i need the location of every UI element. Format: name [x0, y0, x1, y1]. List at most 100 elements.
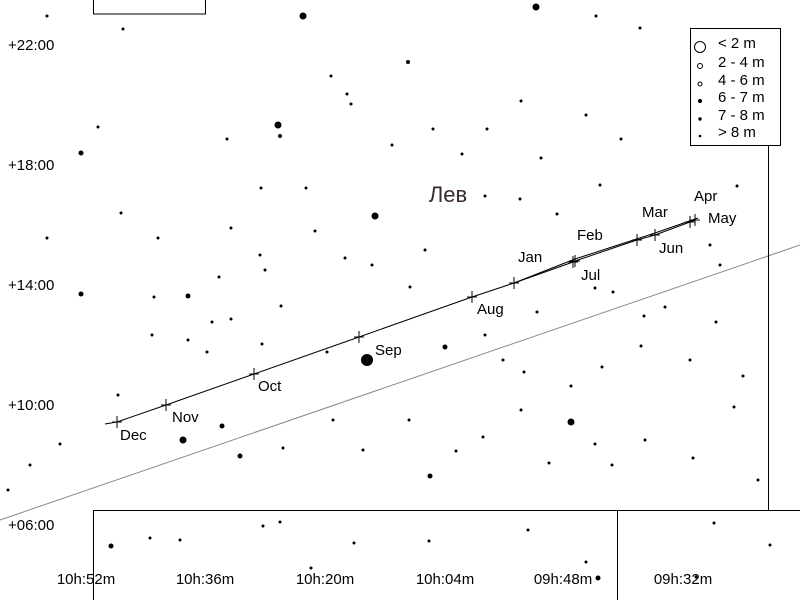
constellation-name: Лев [429, 182, 467, 207]
star [584, 113, 588, 117]
star [108, 543, 114, 549]
star [483, 333, 487, 337]
star [78, 291, 84, 297]
star [259, 186, 263, 190]
star [45, 14, 49, 18]
path-label: Jan [518, 249, 542, 266]
star [225, 137, 229, 141]
path-label: Jun [659, 240, 683, 257]
ecliptic [0, 244, 800, 521]
path-label: Nov [172, 409, 199, 426]
star [78, 150, 84, 156]
star [219, 423, 225, 429]
path-tick [650, 229, 660, 241]
path-tick [161, 399, 171, 411]
star [714, 320, 718, 324]
star [611, 290, 615, 294]
dec-tick-label: +10:00 [8, 397, 54, 414]
star [688, 358, 692, 362]
star [119, 211, 123, 215]
path-label: Apr [694, 188, 717, 205]
star [691, 456, 695, 460]
star [718, 263, 722, 267]
star [6, 488, 10, 492]
dec-tick-label: +14:00 [8, 277, 54, 294]
star [598, 183, 602, 187]
legend-label: 6 - 7 m [718, 89, 765, 106]
star [370, 263, 374, 267]
star [522, 370, 526, 374]
star [519, 408, 523, 412]
star [361, 354, 373, 366]
dec-tick-label: +22:00 [8, 37, 54, 54]
star [178, 538, 182, 542]
ra-tick-label: 10h:52m [57, 571, 115, 588]
star [407, 418, 411, 422]
star [260, 342, 264, 346]
star [584, 560, 588, 564]
path-label: Feb [577, 227, 603, 244]
path-label: Sep [375, 342, 402, 359]
star [28, 463, 32, 467]
star [156, 236, 160, 240]
frame-bottom [93, 510, 800, 600]
star [485, 127, 489, 131]
star [258, 253, 262, 257]
path-tick [467, 291, 477, 303]
star [390, 143, 394, 147]
path-tick [632, 234, 642, 246]
star [732, 405, 736, 409]
star [261, 524, 265, 528]
path-label: Oct [258, 378, 282, 395]
star [539, 156, 543, 160]
star [185, 293, 191, 299]
star [708, 243, 712, 247]
ra-tick-label: 09h:48m [534, 571, 592, 588]
star [741, 374, 745, 378]
star [643, 438, 647, 442]
path-tick [249, 368, 259, 380]
path-tick [509, 277, 519, 289]
star [96, 125, 100, 129]
star [217, 275, 221, 279]
path-tick [568, 256, 578, 268]
legend-label: 4 - 6 m [718, 72, 765, 89]
path-tick [685, 216, 695, 228]
star [229, 226, 233, 230]
star [454, 449, 458, 453]
star [329, 74, 333, 78]
star [593, 442, 597, 446]
legend-symbol [698, 134, 702, 138]
star [442, 344, 448, 350]
star [58, 442, 62, 446]
star [642, 314, 646, 318]
ra-tick-label: 10h:20m [296, 571, 354, 588]
ra-tick-label: 09h:32m [654, 571, 712, 588]
star [600, 365, 604, 369]
star [567, 418, 575, 426]
star [460, 152, 464, 156]
star [205, 350, 209, 354]
legend-label: > 8 m [718, 124, 756, 141]
star [150, 333, 154, 337]
path-label: May [708, 210, 737, 227]
star [313, 229, 317, 233]
comet-path-return [513, 217, 699, 284]
star [121, 27, 125, 31]
star [735, 184, 739, 188]
star [427, 539, 431, 543]
star [610, 463, 614, 467]
star [278, 134, 282, 138]
star [756, 478, 760, 482]
star [423, 248, 427, 252]
star [519, 99, 523, 103]
star [281, 446, 285, 450]
star [152, 295, 156, 299]
star [483, 194, 487, 198]
star [349, 102, 353, 106]
star [593, 286, 597, 290]
star [343, 256, 347, 260]
star [547, 461, 551, 465]
legend-label: 2 - 4 m [718, 54, 765, 71]
